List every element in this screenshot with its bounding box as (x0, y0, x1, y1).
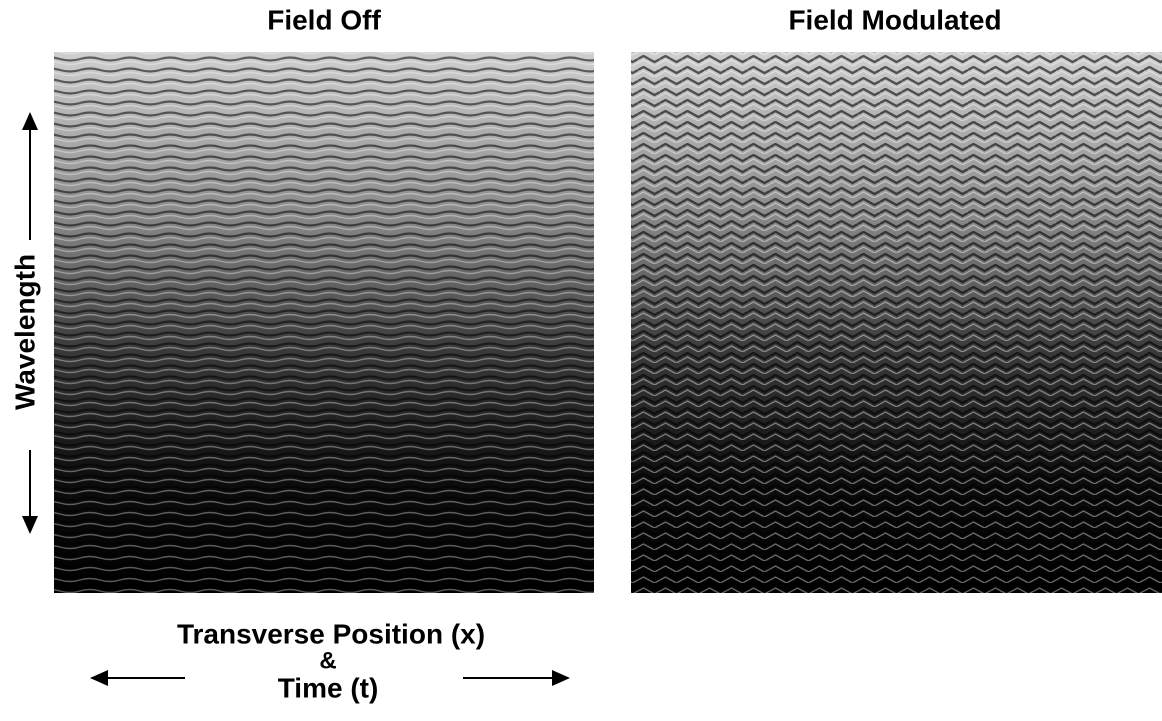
panel-title: Field Off (267, 4, 381, 35)
figure: Field Off Field Modulated Wavelength Tra… (0, 0, 1162, 721)
x-axis-label: Time (t) (278, 672, 379, 703)
panel-title: Field Modulated (788, 4, 1001, 35)
x-axis-label: Transverse Position (x) (177, 618, 485, 649)
y-axis-label: Wavelength (9, 254, 40, 410)
x-axis-label: & (319, 647, 336, 674)
panel-image (54, 52, 594, 593)
panel-image (631, 52, 1162, 593)
